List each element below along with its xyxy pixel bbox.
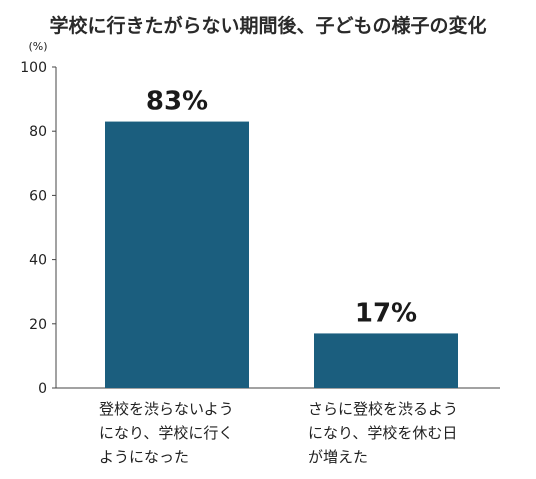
y-tick-label: 60	[29, 188, 47, 204]
category-label-line: が増えた	[308, 448, 368, 466]
category-label-line: ようになった	[99, 448, 189, 466]
category-label-line: になり、学校に行く	[99, 424, 233, 442]
chart-title: 学校に行きたがらない期間後、子どもの様子の変化	[49, 14, 486, 37]
y-tick-label: 20	[29, 317, 47, 333]
bars	[105, 121, 458, 388]
category-label-line: になり、学校を休む日	[308, 424, 457, 442]
y-axis-unit-label: (%)	[28, 40, 47, 53]
bar	[105, 121, 249, 388]
y-axis-ticks: 0 20 40 60 80 100	[20, 60, 56, 397]
y-tick-label: 100	[20, 60, 47, 76]
bar-value-label: 83%	[146, 87, 208, 117]
bar	[314, 333, 458, 388]
category-label-line: 登校を渋らないよう	[99, 400, 234, 418]
category-label-line: さらに登校を渋るよう	[308, 400, 458, 418]
y-tick-label: 80	[29, 124, 47, 140]
bar-value-label: 17%	[355, 298, 417, 328]
y-tick-label: 40	[29, 253, 47, 269]
value-labels: 83% 17%	[146, 87, 417, 329]
y-tick-label: 0	[38, 381, 47, 397]
